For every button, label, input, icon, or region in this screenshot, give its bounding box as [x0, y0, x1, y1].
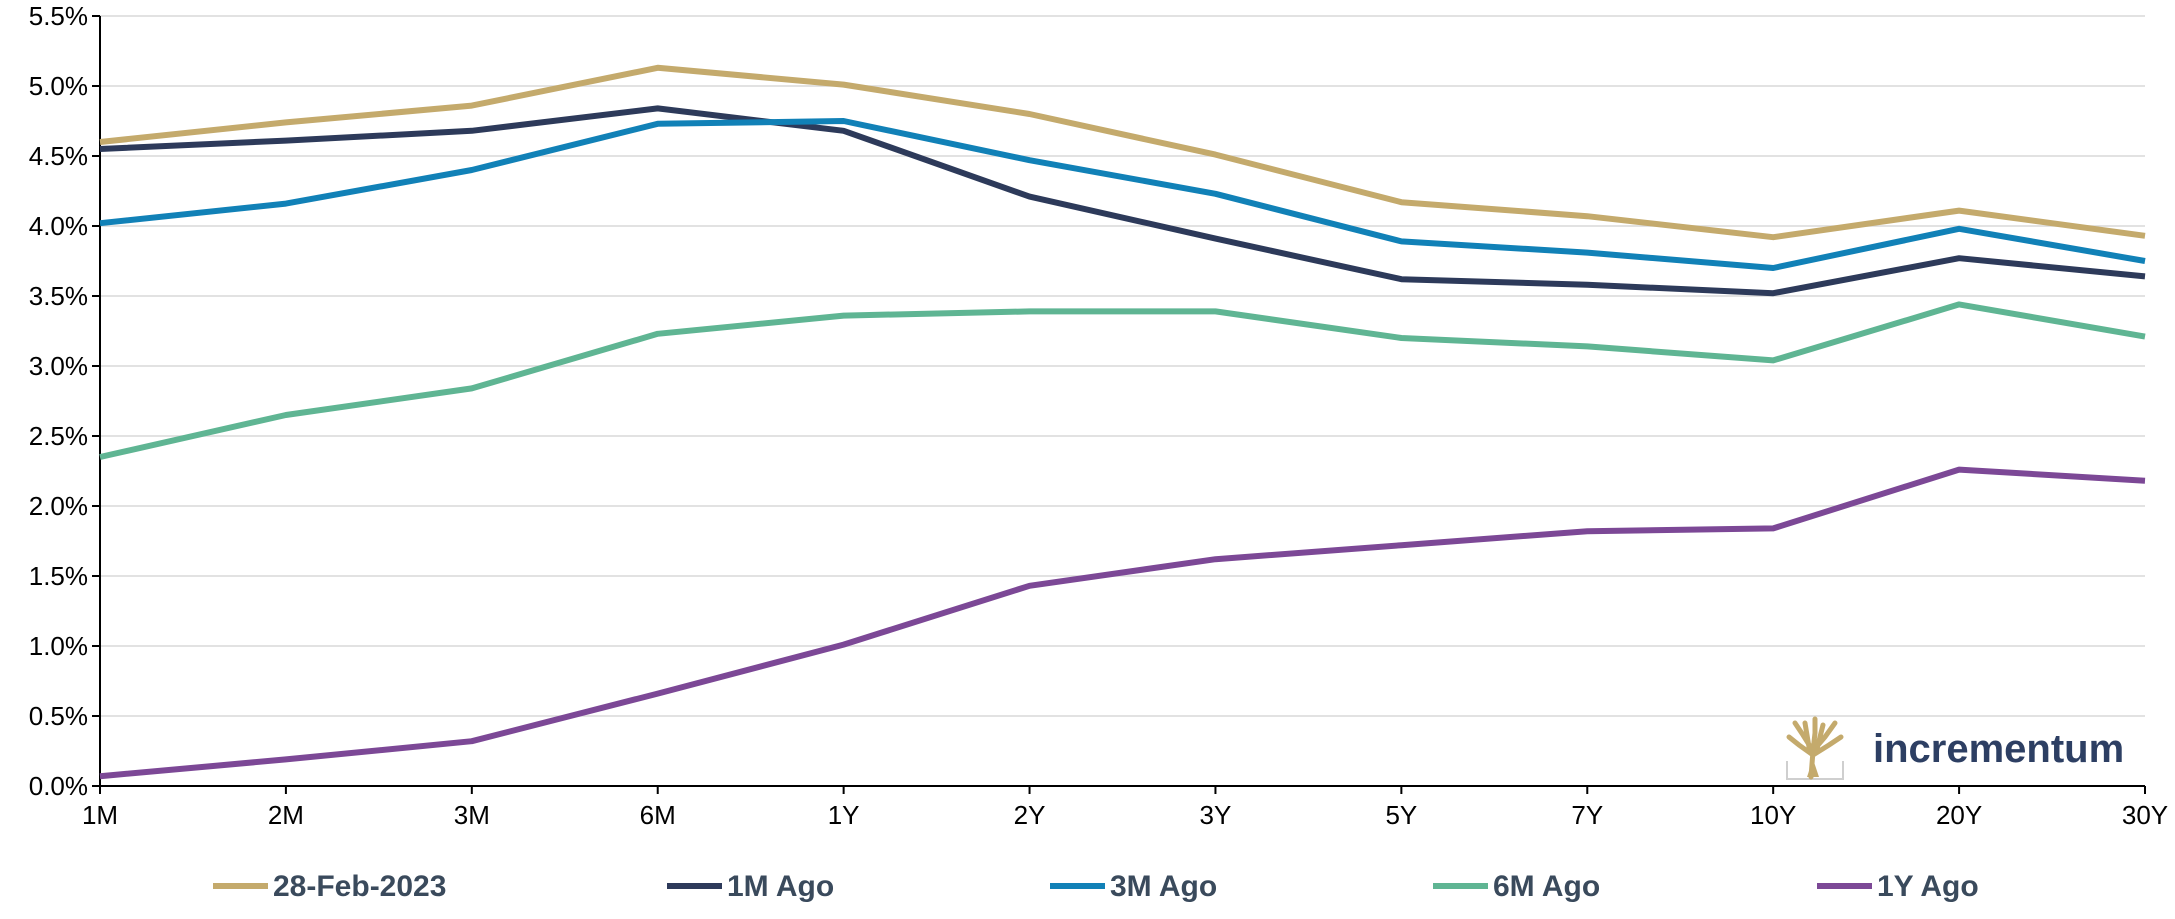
y-tick-label: 1.0%	[29, 631, 88, 661]
x-tick-label: 5Y	[1385, 800, 1417, 830]
y-tick-label: 4.0%	[29, 211, 88, 241]
x-tick-label: 6M	[640, 800, 676, 830]
legend: 28-Feb-2023 1M Ago 3M Ago 6M Ago 1Y Ago	[213, 870, 1979, 903]
logo-text: incrementum	[1873, 727, 2124, 771]
y-tick-label: 2.5%	[29, 421, 88, 451]
y-tick-label: 5.5%	[29, 1, 88, 31]
legend-label: 28-Feb-2023	[273, 870, 446, 903]
legend-label: 6M Ago	[1493, 870, 1600, 903]
x-axis-ticks: 1M 2M 3M 6M 1Y 2Y 3Y 5Y 7Y 10Y 20Y 30Y	[82, 786, 2168, 830]
incrementum-logo: incrementum	[1786, 716, 2124, 780]
legend-label: 3M Ago	[1110, 870, 1217, 903]
x-tick-label: 1Y	[828, 800, 860, 830]
x-tick-label: 1M	[82, 800, 118, 830]
y-tick-label: 3.0%	[29, 351, 88, 381]
x-tick-label: 20Y	[1936, 800, 1982, 830]
axes	[99, 16, 2145, 787]
y-tick-label: 0.0%	[29, 771, 88, 801]
legend-label: 1M Ago	[727, 870, 834, 903]
series-line-6m-ago	[99, 301, 2146, 460]
gridlines	[100, 15, 2145, 717]
y-axis-ticks: 0.0% 0.5% 1.0% 1.5% 2.0% 2.5% 3.0% 3.5% 4.0% 4.5%…	[29, 1, 100, 801]
y-tick-label: 5.0%	[29, 71, 88, 101]
x-tick-label: 2M	[268, 800, 304, 830]
y-tick-label: 4.5%	[29, 141, 88, 171]
x-tick-label: 10Y	[1750, 800, 1796, 830]
series-line-1y-ago	[99, 466, 2146, 780]
y-tick-label: 0.5%	[29, 701, 88, 731]
tree-icon	[1786, 716, 1844, 780]
x-tick-label: 2Y	[1014, 800, 1046, 830]
series-line-3m-ago	[99, 118, 2146, 271]
x-tick-label: 30Y	[2122, 800, 2168, 830]
x-tick-label: 3Y	[1200, 800, 1232, 830]
x-tick-label: 3M	[454, 800, 490, 830]
series-lines	[99, 64, 2146, 780]
series-line-1m-ago	[99, 105, 2146, 297]
y-tick-label: 3.5%	[29, 281, 88, 311]
legend-label: 1Y Ago	[1877, 870, 1979, 903]
series-line-28-feb-2023	[99, 64, 2146, 241]
x-tick-label: 7Y	[1571, 800, 1603, 830]
y-tick-label: 1.5%	[29, 561, 88, 591]
y-tick-label: 2.0%	[29, 491, 88, 521]
